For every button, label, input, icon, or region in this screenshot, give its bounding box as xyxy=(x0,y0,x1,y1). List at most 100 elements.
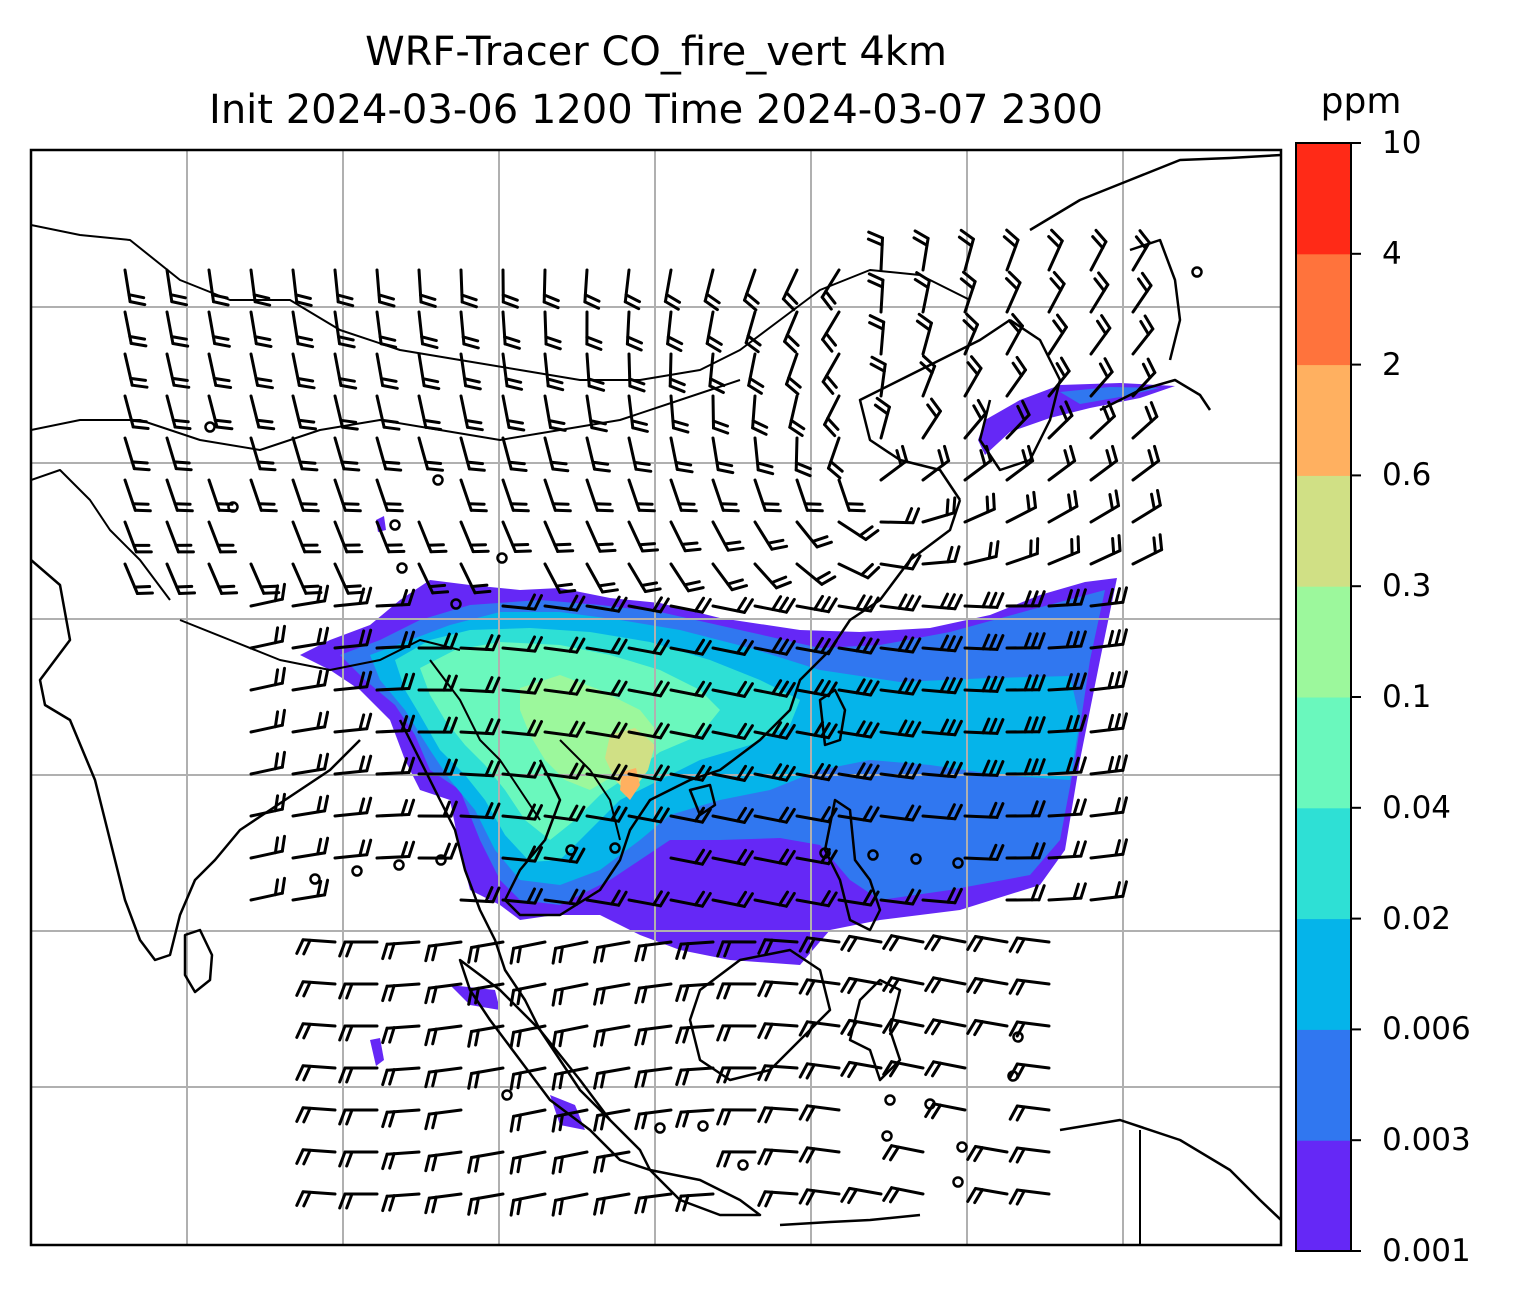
wind-barb-flag xyxy=(449,758,458,776)
wind-barb-flag xyxy=(338,342,356,349)
wind-barb-flag xyxy=(449,842,458,860)
wind-barb-flag xyxy=(784,291,799,305)
wind-barb xyxy=(753,436,760,472)
wind-barb-flag xyxy=(1121,838,1128,856)
wind-barb-flag xyxy=(633,460,651,466)
wind-barb xyxy=(512,982,547,992)
wind-barb-flag xyxy=(700,808,712,824)
wind-barb xyxy=(921,511,956,524)
wind-barb xyxy=(459,772,495,778)
wind-barb-flag xyxy=(913,229,930,240)
wind-barb xyxy=(249,436,262,471)
wind-barb-flag xyxy=(659,597,670,614)
wind-barb-flag xyxy=(1037,758,1046,776)
wind-barb xyxy=(459,478,473,512)
wind-barb-flag xyxy=(897,719,908,736)
wind-barb-flag xyxy=(641,1027,648,1046)
wind-barb-flag xyxy=(707,335,723,346)
wind-barb xyxy=(711,604,746,614)
wind-barb-flag xyxy=(316,669,323,688)
wind-barb-flag xyxy=(385,508,404,513)
wind-barb-flag xyxy=(549,426,567,432)
wind-barb xyxy=(837,562,870,580)
wind-barb-flag xyxy=(1032,490,1037,509)
wind-barb-flag xyxy=(220,591,239,595)
wind-barb xyxy=(627,814,662,824)
wind-barb-flag xyxy=(700,682,712,698)
wind-barb-flag xyxy=(365,838,373,857)
wind-barb xyxy=(679,1192,715,1198)
wind-barb-flag xyxy=(1141,362,1152,380)
wind-barb xyxy=(837,604,873,613)
wind-barb-flag xyxy=(652,890,663,907)
wind-barb-flag xyxy=(259,508,278,513)
wind-barb-flag xyxy=(805,979,816,996)
wind-barb-flag xyxy=(501,300,519,309)
wind-barb-flag xyxy=(953,887,963,905)
calm-wind-marker xyxy=(393,859,405,871)
wind-barb xyxy=(501,646,537,653)
wind-barb-flag xyxy=(1047,235,1061,249)
wind-barb-flag xyxy=(798,1188,809,1205)
wind-barb-flag xyxy=(428,583,447,589)
wind-barb-flag xyxy=(628,377,646,386)
wind-barb-flag xyxy=(784,891,796,908)
wind-barb-flag xyxy=(641,985,648,1004)
wind-barb-flag xyxy=(467,502,486,506)
wind-barb-flag xyxy=(995,718,1005,735)
wind-barb-flag xyxy=(736,848,747,865)
wind-barb-flag xyxy=(533,846,543,863)
wind-barb xyxy=(890,1060,925,1070)
wind-barb-flag xyxy=(757,938,767,955)
wind-barb-flag xyxy=(542,300,560,310)
wind-barb xyxy=(501,730,537,737)
wind-barb-flag xyxy=(383,502,402,506)
wind-barb-flag xyxy=(875,396,891,409)
wind-barb-flag xyxy=(503,335,521,343)
wind-barb-flag xyxy=(491,802,501,820)
wind-barb-flag xyxy=(169,293,187,300)
wind-barb xyxy=(963,814,999,819)
wind-barb-flag xyxy=(764,1022,774,1040)
wind-barb-flag xyxy=(723,1066,732,1084)
wind-barb-flag xyxy=(381,384,399,390)
wind-barb-flag xyxy=(682,1068,690,1086)
wind-barb-flag xyxy=(869,722,880,739)
wind-barb xyxy=(417,562,435,595)
wind-barb xyxy=(585,562,604,594)
wind-barb-flag xyxy=(422,418,441,425)
wind-barb xyxy=(543,436,555,471)
wind-barb-flag xyxy=(889,1019,900,1036)
wind-barb-flag xyxy=(474,1070,480,1089)
wind-barb-flag xyxy=(558,589,577,594)
wind-barb-flag xyxy=(665,293,681,304)
wind-barb xyxy=(291,809,327,818)
wind-barb-flag xyxy=(889,1187,900,1204)
wind-barb xyxy=(1047,369,1071,398)
wind-barb-flag xyxy=(746,334,762,347)
wind-barb-flag xyxy=(526,635,536,652)
calm-wind-marker xyxy=(881,1130,893,1142)
wind-barb-flag xyxy=(1050,228,1064,243)
wind-barb-flag xyxy=(626,335,643,345)
wind-barb-flag xyxy=(700,892,712,908)
wind-barb-flag xyxy=(1037,632,1046,650)
wind-barb-flag xyxy=(973,978,984,995)
wind-barb xyxy=(1047,459,1077,482)
wind-barb-flag xyxy=(533,636,543,653)
wind-barb xyxy=(669,520,687,553)
wind-barb-flag xyxy=(911,637,922,654)
wind-barb-flag xyxy=(509,502,528,506)
wind-barb xyxy=(249,849,284,860)
colorbar-unit-label: ppm xyxy=(1320,81,1402,122)
wind-barb-flag xyxy=(771,595,783,611)
wind-barb-flag xyxy=(805,1189,816,1206)
wind-barb-flag xyxy=(341,502,360,506)
philippines xyxy=(823,798,882,932)
wind-barb xyxy=(879,604,915,612)
wind-barb-flag xyxy=(694,596,705,613)
wind-barb-flag xyxy=(847,508,866,513)
wind-barb-flag xyxy=(652,596,663,613)
wind-barb xyxy=(470,1192,505,1201)
colorbar-segment xyxy=(1296,143,1351,255)
